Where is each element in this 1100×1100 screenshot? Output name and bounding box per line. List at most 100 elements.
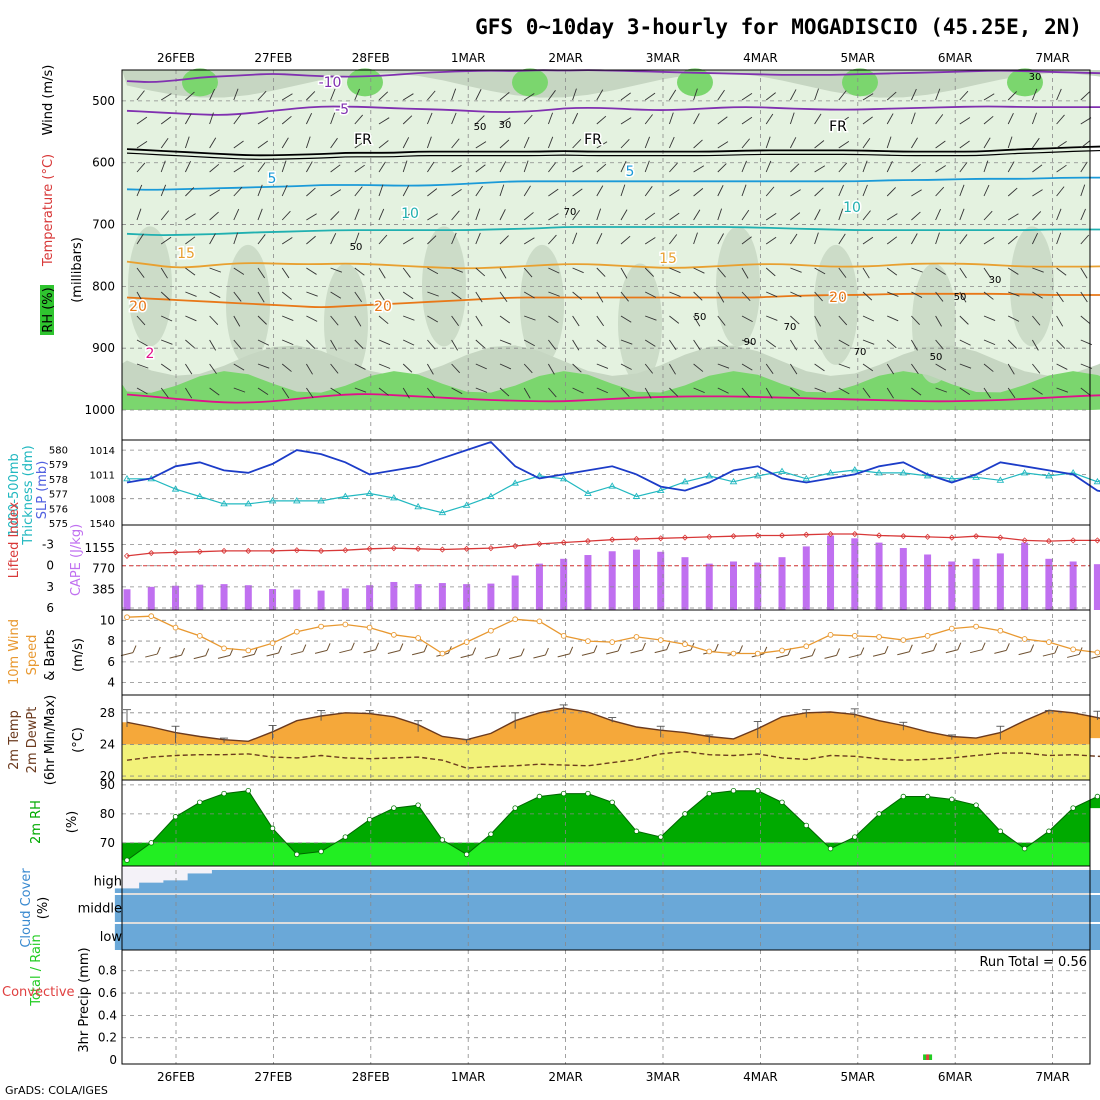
wind-barb: [669, 212, 680, 221]
cloud-cover-bar: [624, 895, 650, 922]
wind-barb: [378, 339, 391, 346]
wind-barb: [620, 92, 631, 101]
wind-barb: [548, 387, 557, 398]
ylabel-wind-units: (m/s): [71, 638, 86, 672]
wind-barb: [330, 339, 337, 351]
wind-barb: [330, 363, 339, 374]
date-label-top: 28FEB: [352, 51, 390, 65]
cloud-cover-bar: [381, 895, 407, 922]
lifted-index-marker: [439, 546, 446, 553]
cloud-cover-bar: [284, 895, 310, 922]
wind-barb: [693, 139, 703, 149]
cloud-cover-bar: [236, 895, 261, 922]
wind-barb: [209, 233, 216, 245]
wind-barb: [1007, 315, 1020, 322]
cloud-cover-bar: [1061, 870, 1086, 893]
wind-barb: [717, 315, 726, 326]
cloud-cover-bar: [284, 924, 310, 950]
cloud-cover-bar: [381, 870, 407, 893]
rh-2m-marker: [730, 787, 737, 794]
rh-2m-marker: [924, 793, 931, 800]
wind-speed-marker: [682, 641, 688, 648]
lifted-index-marker: [924, 533, 931, 540]
wind-barb: [1080, 387, 1091, 396]
wind-10m-barb-flag: [520, 648, 525, 656]
wind-barb: [306, 291, 318, 297]
lifted-index-marker: [512, 542, 519, 550]
wind-tick-label: 6: [107, 655, 115, 669]
cloud-cover-bar: [963, 870, 989, 893]
wind-barb: [548, 315, 559, 324]
rh-patch: [324, 263, 368, 384]
wind-barb: [136, 387, 148, 395]
wind-barb: [765, 186, 775, 197]
wind-barb: [596, 291, 604, 303]
cloud-cover-bar: [527, 870, 553, 893]
wind-barb: [668, 136, 675, 149]
wind-barb: [475, 291, 483, 303]
wind-barb: [814, 232, 819, 245]
wind-10m-barb: [824, 654, 837, 659]
cloud-cover-bar: [1085, 895, 1100, 922]
rh-2m-marker: [706, 790, 712, 797]
wind-barb: [378, 208, 385, 221]
cloud-cover-bar: [648, 895, 674, 922]
li-tick-label: 3: [46, 580, 54, 594]
cloud-cover-bar: [842, 895, 868, 922]
wind-barb: [983, 160, 989, 173]
cloud-cover-bar: [769, 895, 795, 922]
wind-10m-barb: [145, 653, 158, 658]
cloud-cover-bar: [405, 870, 431, 893]
wind-barb: [1007, 363, 1015, 375]
wind-barb: [838, 90, 847, 101]
thickness-marker: [1020, 469, 1029, 476]
temperature-contour-label: FR: [584, 132, 602, 148]
rh-2m-marker: [658, 834, 664, 840]
wind-barb: [306, 339, 316, 349]
cloud-cover-bar: [163, 895, 189, 922]
wind-10m-barb-flag: [666, 642, 671, 650]
rh-2m-marker: [536, 793, 543, 800]
wind-barb: [717, 163, 727, 173]
cloud-cover-bar: [891, 924, 916, 950]
wind-barb: [354, 339, 364, 349]
thickness-marker: [220, 499, 228, 507]
wind-10m-barb-flag: [569, 646, 574, 655]
wind-barb: [136, 267, 145, 278]
wind-barb: [1007, 387, 1016, 399]
wind-speed-marker: [245, 647, 252, 654]
wind-barb: [910, 88, 917, 101]
wind-barb: [499, 161, 507, 173]
cloud-cover-bar: [405, 895, 431, 922]
temperature-contour: [126, 393, 1100, 404]
wind-barb: [257, 267, 266, 279]
wind-barb: [669, 363, 676, 375]
wind-barb: [136, 184, 143, 197]
wind-barb: [911, 163, 921, 173]
cloud-cover-bar: [139, 924, 164, 950]
wind-barb: [1031, 112, 1037, 125]
wind-barb: [233, 232, 239, 245]
thickness-marker: [778, 467, 786, 474]
li-tick-label: 0: [46, 559, 54, 573]
wind-barb: [814, 387, 826, 393]
wind-barb: [669, 291, 681, 297]
wind-barb: [233, 339, 242, 350]
ylabel-slp: SLP (mb): [35, 461, 50, 520]
wind-barb: [1080, 315, 1091, 325]
wind-barb: [233, 165, 245, 173]
thickness-marker: [390, 494, 398, 501]
wind-barb: [1056, 291, 1064, 303]
wind-10m-barb-flag: [957, 642, 962, 650]
temperature-contour: [126, 69, 1100, 83]
wind-10m-barb-flag: [811, 648, 816, 656]
wind-10m-barb: [533, 654, 546, 659]
thickness-marker: [948, 474, 956, 482]
lifted-index-marker: [851, 530, 858, 538]
lifted-index-marker: [366, 545, 373, 552]
wind-10m-barb-flag: [132, 645, 137, 653]
rh-2m-marker: [682, 811, 688, 817]
cloud-cover-bar: [1012, 924, 1038, 950]
lifted-index-marker: [681, 534, 689, 541]
wind-barb: [644, 339, 656, 347]
